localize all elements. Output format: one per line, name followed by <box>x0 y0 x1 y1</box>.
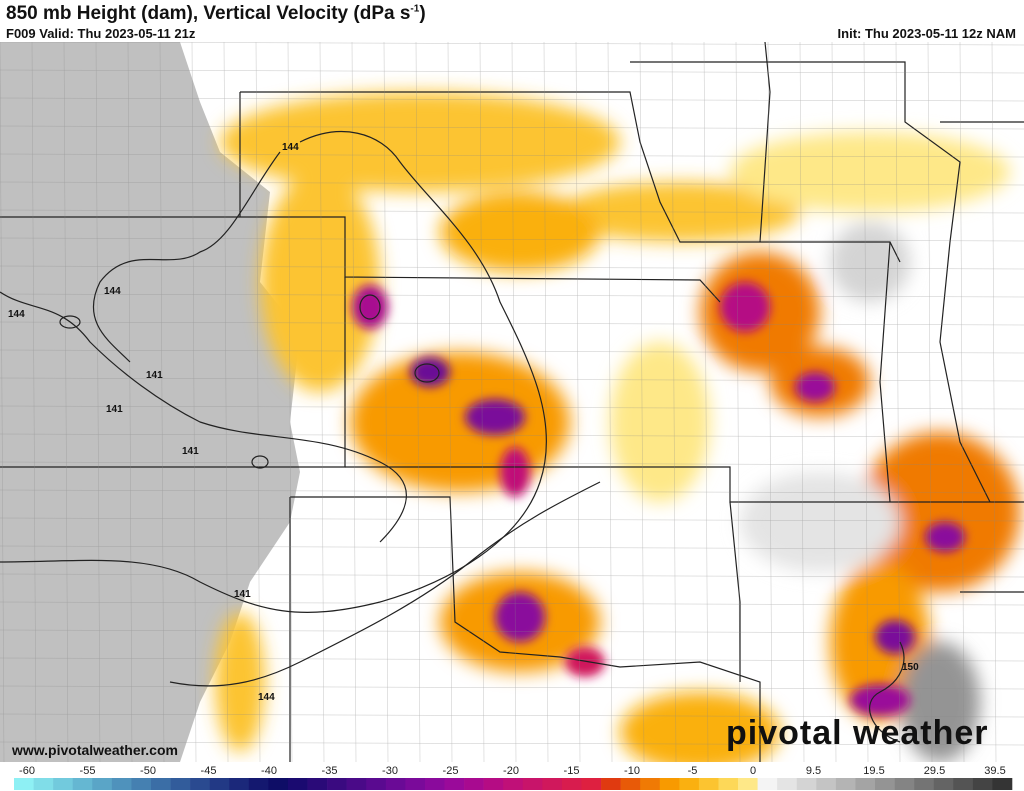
contour-label: 144 <box>282 142 299 153</box>
init-time: Init: Thu 2023-05-11 12z NAM <box>837 26 1016 41</box>
colorbar-tick-label: -30 <box>382 765 398 777</box>
map-title: 850 mb Height (dam), Vertical Velocity (… <box>6 3 426 25</box>
colorbar-cell <box>816 778 837 790</box>
title-text: 850 mb Height (dam), Vertical Velocity (… <box>6 3 411 24</box>
contour-label: 141 <box>182 446 199 457</box>
colorbar-cell <box>33 778 54 790</box>
colorbar-cell <box>796 778 817 790</box>
strong-ascent-cores <box>352 282 965 716</box>
state-borders <box>0 42 1024 762</box>
colorbar-tick-label: 9.5 <box>806 765 821 777</box>
colorbar-cell <box>992 778 1013 790</box>
colorbar-cell <box>914 778 935 790</box>
colorbar-cell <box>464 778 484 790</box>
colorbar-tick-label: -15 <box>564 765 580 777</box>
colorbar-cell <box>327 778 347 790</box>
colorbar-tick-label: 29.5 <box>924 765 945 777</box>
colorbar-cell <box>307 778 328 790</box>
colorbar-cell <box>111 778 132 790</box>
colorbar-cell <box>287 778 308 790</box>
colorbar-cell <box>581 778 602 790</box>
colorbar-cell <box>679 778 700 790</box>
colorbar-tick-label: -10 <box>624 765 640 777</box>
contour-labels: 144 144 141 141 141 144 141 144 150 <box>8 142 919 703</box>
colorbar-cell <box>601 778 621 790</box>
colorbar-cell <box>542 778 563 790</box>
colorbar-tick-label: -45 <box>201 765 217 777</box>
colorbar-cell <box>894 778 915 790</box>
colorbar-cell <box>777 778 798 790</box>
colorbar-cell <box>366 778 387 790</box>
colorbar-cell <box>72 778 93 790</box>
colorbar-cell <box>738 778 758 790</box>
contour-label: 144 <box>104 286 121 297</box>
colorbar-cell <box>190 778 210 790</box>
colorbar-cell <box>483 778 504 790</box>
colorbar-tick-label: -25 <box>443 765 459 777</box>
weather-map: 144 144 141 141 141 144 141 144 150 <box>0 42 1024 762</box>
colorbar-cell <box>640 778 661 790</box>
county-lines <box>0 42 1024 762</box>
colorbar-cell <box>698 778 719 790</box>
colorbar-cell <box>522 778 543 790</box>
colorbar-cell <box>170 778 191 790</box>
colorbar-cell <box>718 778 739 790</box>
colorbar-cell <box>503 778 524 790</box>
colorbar-cell <box>346 778 367 790</box>
colorbar: -60 -55 -50 -45 -40 -35 -30 -25 -20 -15 -10 -5 0 9.5 1… <box>14 765 1013 790</box>
contour-label: 141 <box>234 589 251 600</box>
colorbar-cell <box>150 778 171 790</box>
colorbar-tick-label: -55 <box>80 765 96 777</box>
colorbar-tick-label: -40 <box>261 765 277 777</box>
colorbar-cell <box>424 778 445 790</box>
contour-label: 150 <box>902 662 919 673</box>
colorbar-tick-label: -5 <box>688 765 698 777</box>
colorbar-cell <box>659 778 680 790</box>
contour-label: 144 <box>258 692 275 703</box>
colorbar-cell <box>875 778 895 790</box>
colorbar-tick-label: -20 <box>503 765 519 777</box>
colorbar-cell <box>248 778 269 790</box>
colorbar-cell <box>855 778 876 790</box>
colorbar-cell <box>209 778 230 790</box>
colorbar-cell <box>53 778 74 790</box>
colorbar-cell <box>757 778 778 790</box>
colorbar-tick-label: -60 <box>19 765 35 777</box>
colorbar-cell <box>835 778 856 790</box>
website-url: www.pivotalweather.com <box>12 742 178 758</box>
colorbar-cell <box>405 778 426 790</box>
colorbar-cell <box>444 778 465 790</box>
colorbar-cell <box>561 778 582 790</box>
title-end: ) <box>419 3 426 24</box>
colorbar-cell <box>972 778 993 790</box>
contour-label: 144 <box>8 309 25 320</box>
contour-label: 141 <box>106 404 123 415</box>
colorbar-cell <box>933 778 954 790</box>
colorbar-tick-label: 39.5 <box>984 765 1005 777</box>
contour-label: 141 <box>146 370 163 381</box>
colorbar-cell <box>14 778 34 790</box>
colorbar-cell <box>385 778 406 790</box>
height-contours <box>0 131 905 743</box>
colorbar-cell <box>268 778 289 790</box>
colorbar-cell <box>92 778 113 790</box>
colorbar-tick-label: 0 <box>750 765 756 777</box>
colorbar-cell <box>620 778 641 790</box>
valid-time: F009 Valid: Thu 2023-05-11 21z <box>6 26 196 41</box>
title-superscript: -1 <box>410 3 420 15</box>
colorbar-tick-label: -35 <box>322 765 338 777</box>
colorbar-cell <box>953 778 974 790</box>
colorbar-cell <box>131 778 152 790</box>
colorbar-tick-label: -50 <box>140 765 156 777</box>
colorbar-cell <box>229 778 250 790</box>
pivotal-weather-logo: pivotal weather <box>726 714 989 752</box>
colorbar-tick-label: 19.5 <box>863 765 884 777</box>
